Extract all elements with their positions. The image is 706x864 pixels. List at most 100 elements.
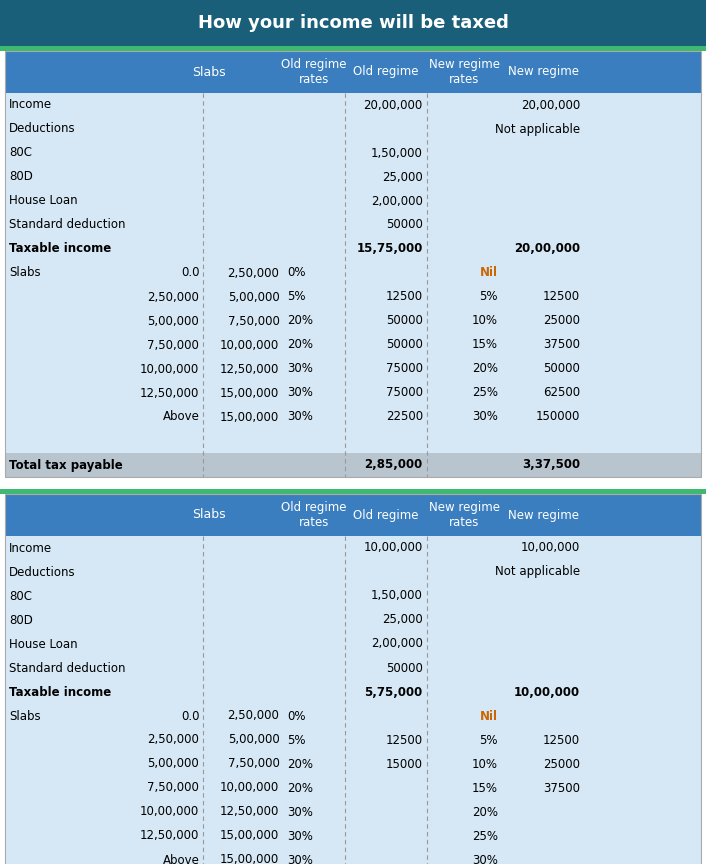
Text: 1,50,000: 1,50,000 — [371, 589, 423, 602]
Text: 5%: 5% — [287, 290, 306, 303]
Text: 15%: 15% — [472, 339, 498, 352]
Text: Slabs: Slabs — [192, 66, 225, 79]
Text: 10%: 10% — [472, 758, 498, 771]
Text: New regime
rates: New regime rates — [429, 58, 500, 86]
Bar — [5, 333, 701, 357]
Bar — [5, 680, 701, 704]
Text: Slabs: Slabs — [192, 509, 225, 522]
Text: 80D: 80D — [9, 170, 33, 183]
Text: 30%: 30% — [472, 410, 498, 423]
Text: 5%: 5% — [479, 290, 498, 303]
Text: 25000: 25000 — [543, 314, 580, 327]
Text: 75000: 75000 — [385, 386, 423, 399]
Text: 2,50,000: 2,50,000 — [148, 290, 199, 303]
Text: 30%: 30% — [287, 386, 313, 399]
Text: 37500: 37500 — [543, 782, 580, 795]
Text: 20%: 20% — [287, 314, 313, 327]
Text: House Loan: House Loan — [9, 194, 78, 207]
Bar — [5, 536, 701, 560]
Text: 50000: 50000 — [386, 662, 423, 675]
Bar — [5, 848, 701, 864]
Text: 30%: 30% — [287, 854, 313, 864]
Text: 10,00,000: 10,00,000 — [521, 542, 580, 555]
Text: 25%: 25% — [472, 829, 498, 842]
Bar — [5, 704, 701, 728]
Text: 10,00,000: 10,00,000 — [220, 339, 280, 352]
Bar — [5, 189, 701, 213]
Text: Old regime
rates: Old regime rates — [281, 501, 347, 529]
Text: 80C: 80C — [9, 589, 32, 602]
Text: 30%: 30% — [287, 829, 313, 842]
Text: Deductions: Deductions — [9, 123, 76, 136]
Text: Nil: Nil — [480, 709, 498, 722]
Bar — [5, 800, 701, 824]
Text: Slabs: Slabs — [9, 709, 41, 722]
Text: Deductions: Deductions — [9, 566, 76, 579]
Text: 22500: 22500 — [385, 410, 423, 423]
Text: 5,00,000: 5,00,000 — [227, 734, 280, 746]
Bar — [5, 776, 701, 800]
Text: 20%: 20% — [287, 782, 313, 795]
Bar — [0, 46, 706, 51]
Bar — [5, 608, 701, 632]
Text: 50000: 50000 — [386, 314, 423, 327]
Bar — [5, 381, 701, 405]
Text: 3,37,500: 3,37,500 — [522, 459, 580, 472]
Text: Nil: Nil — [480, 266, 498, 279]
Text: 25000: 25000 — [543, 758, 580, 771]
Bar — [5, 285, 701, 309]
Text: 12500: 12500 — [543, 734, 580, 746]
Text: 62500: 62500 — [543, 386, 580, 399]
Text: 7,50,000: 7,50,000 — [227, 314, 280, 327]
Text: 2,50,000: 2,50,000 — [227, 709, 280, 722]
Text: 50000: 50000 — [386, 339, 423, 352]
Text: 12,50,000: 12,50,000 — [220, 805, 280, 818]
Bar — [5, 405, 701, 429]
Bar — [5, 494, 701, 864]
Bar — [5, 213, 701, 237]
Bar — [5, 560, 701, 584]
Bar — [5, 117, 701, 141]
Bar — [5, 453, 701, 477]
Text: 5,00,000: 5,00,000 — [227, 290, 280, 303]
Text: 150000: 150000 — [536, 410, 580, 423]
Bar — [5, 261, 701, 285]
Text: New regime: New regime — [508, 66, 578, 79]
Text: Income: Income — [9, 542, 52, 555]
Text: 10,00,000: 10,00,000 — [140, 805, 199, 818]
Text: 30%: 30% — [287, 410, 313, 423]
Text: 20%: 20% — [287, 758, 313, 771]
Bar — [5, 752, 701, 776]
Text: 75000: 75000 — [385, 363, 423, 376]
Text: 12,50,000: 12,50,000 — [140, 829, 199, 842]
Text: New regime: New regime — [508, 509, 578, 522]
Text: 5,00,000: 5,00,000 — [148, 758, 199, 771]
Bar — [5, 237, 701, 261]
Bar — [5, 429, 701, 453]
Bar — [5, 728, 701, 752]
Text: Old regime
rates: Old regime rates — [281, 58, 347, 86]
Bar — [5, 357, 701, 381]
Text: 20,00,000: 20,00,000 — [521, 98, 580, 111]
Text: Not applicable: Not applicable — [495, 123, 580, 136]
Text: 20,00,000: 20,00,000 — [514, 243, 580, 256]
Text: 2,50,000: 2,50,000 — [227, 266, 280, 279]
Text: 50000: 50000 — [386, 219, 423, 232]
Text: 10,00,000: 10,00,000 — [140, 363, 199, 376]
Text: 12500: 12500 — [385, 290, 423, 303]
Text: 5%: 5% — [287, 734, 306, 746]
Text: Standard deduction: Standard deduction — [9, 662, 126, 675]
Text: 12500: 12500 — [385, 734, 423, 746]
Text: 12,50,000: 12,50,000 — [140, 386, 199, 399]
Bar — [5, 584, 701, 608]
Text: 25,000: 25,000 — [382, 170, 423, 183]
Text: 7,50,000: 7,50,000 — [148, 339, 199, 352]
Text: 0.0: 0.0 — [181, 709, 199, 722]
Text: 12,50,000: 12,50,000 — [220, 363, 280, 376]
Bar — [0, 489, 706, 494]
Text: Taxable income: Taxable income — [9, 685, 112, 698]
Text: 2,00,000: 2,00,000 — [371, 194, 423, 207]
Bar — [5, 141, 701, 165]
Bar — [0, 0, 706, 46]
Text: Above: Above — [162, 854, 199, 864]
